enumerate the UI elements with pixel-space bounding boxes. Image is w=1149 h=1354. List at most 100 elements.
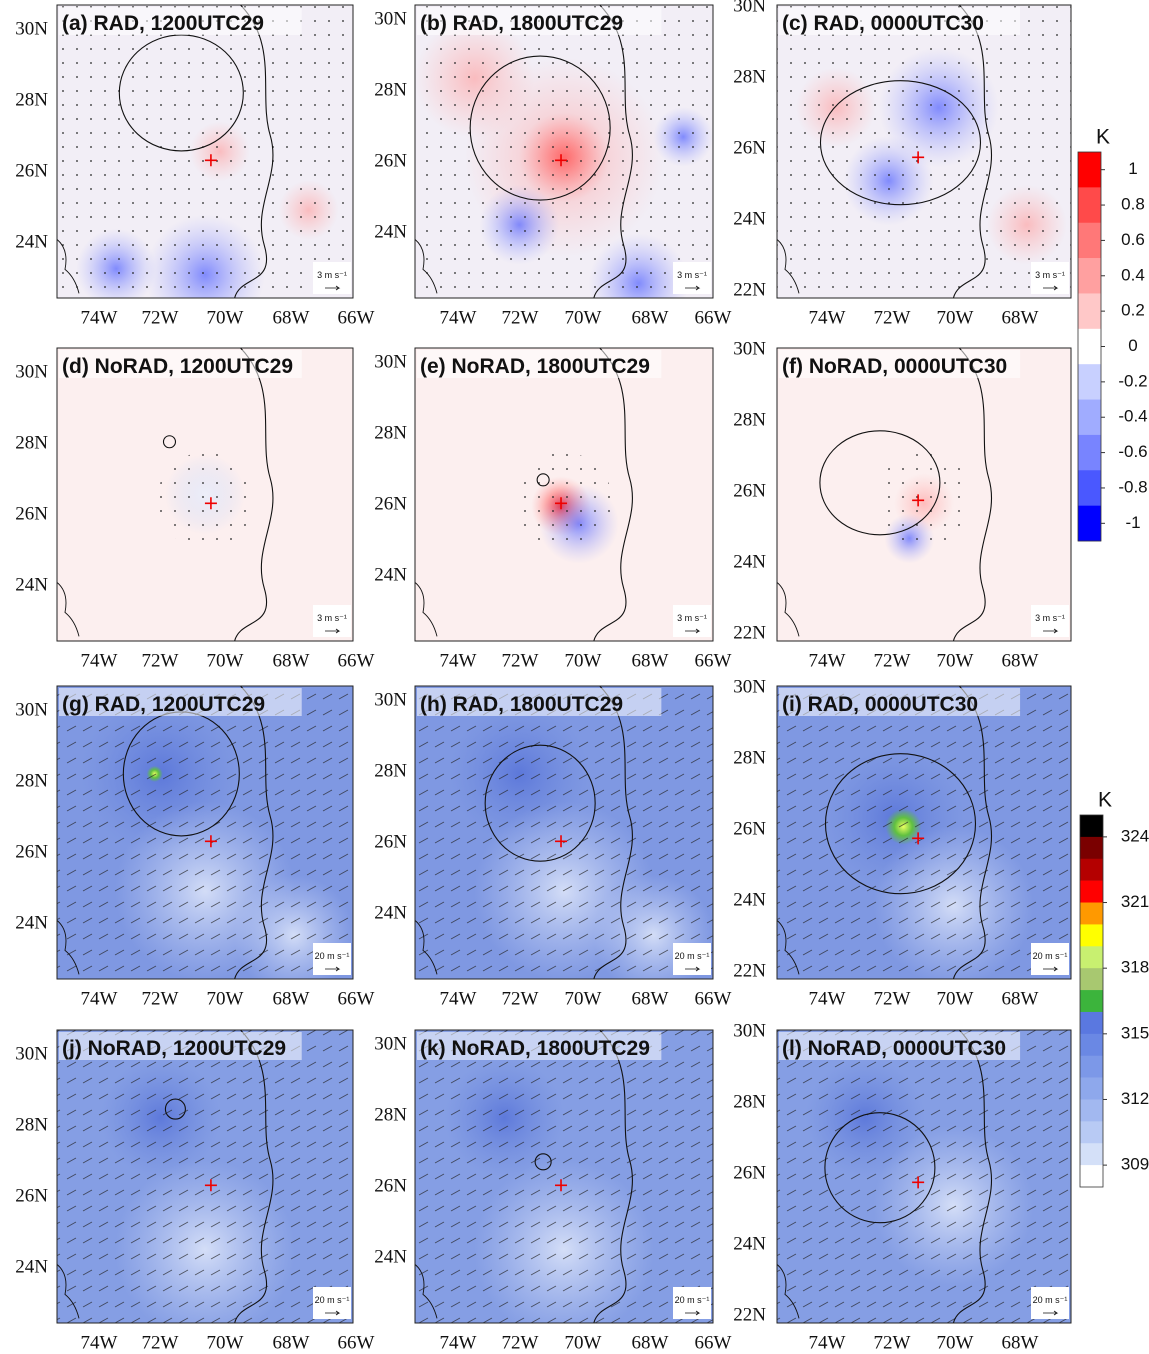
latitude-label: 30N (374, 351, 407, 372)
reference-label: 20 m s⁻¹ (1033, 1295, 1068, 1305)
colorbar-tick-label: 0.4 (1121, 265, 1145, 284)
colorbar-frame (1079, 814, 1104, 1188)
longitude-label: 66W (695, 307, 732, 328)
coastline (57, 582, 80, 637)
coastline (57, 1264, 80, 1319)
colorbar-segment (1078, 258, 1101, 294)
colorbar-tick-label: 1 (1128, 159, 1137, 178)
reference-label: 20 m s⁻¹ (675, 951, 710, 961)
longitude-label: 66W (338, 307, 375, 328)
map-content: 20 m s⁻¹ (h) RAD, 1800UTC29 (415, 686, 713, 979)
pressure-contour (819, 80, 982, 206)
coastline (952, 1030, 993, 1323)
storm-center (204, 1179, 217, 1192)
latitude-label: 24N (374, 564, 407, 585)
longitude-label: 72W (502, 650, 539, 671)
latitude-label: 26N (733, 1162, 766, 1183)
coastline (415, 582, 438, 637)
colorbar-segment (1080, 1055, 1103, 1078)
longitude-label: 68W (273, 307, 310, 328)
longitude-label: 66W (338, 988, 375, 1009)
latitude-label: 28N (15, 89, 48, 110)
longitude-label: 68W (1002, 307, 1039, 328)
reference-label: 20 m s⁻¹ (315, 1295, 350, 1305)
longitude-label: 72W (142, 988, 179, 1009)
map-content: 3 m s⁻¹ (c) RAD, 0000UTC30 (777, 5, 1071, 298)
latitude-label: 28N (733, 66, 766, 87)
latitude-label: 24N (733, 208, 766, 229)
storm-center (204, 835, 217, 848)
longitude-label: 72W (142, 307, 179, 328)
longitude-label: 70W (207, 650, 244, 671)
reference-label: 3 m s⁻¹ (677, 270, 707, 280)
storm-center (555, 154, 568, 167)
reference-box (313, 943, 351, 975)
latitude-label: 30N (733, 676, 766, 697)
longitude-label: 72W (874, 650, 911, 671)
longitude-label: 74W (440, 1332, 477, 1353)
panel-title: (i) RAD, 0000UTC30 (782, 693, 978, 716)
longitude-label: 68W (273, 650, 310, 671)
latitude-label: 26N (15, 503, 48, 524)
latitude-label: 24N (15, 912, 48, 933)
wind-vectors (777, 686, 1071, 979)
title-box (417, 1032, 662, 1060)
latitude-label: 26N (374, 1175, 407, 1196)
latitude-label: 26N (733, 137, 766, 158)
title-box (59, 350, 302, 378)
storm-center (912, 494, 925, 507)
longitude-label: 72W (142, 1332, 179, 1353)
storm-center (912, 1176, 925, 1189)
latitude-label: 24N (15, 1256, 48, 1277)
latitude-label: 28N (733, 747, 766, 768)
storm-center (555, 1179, 568, 1192)
map-panel: 3 m s⁻¹ (e) NoRAD, 1800UTC29 30N 28N 26N 24N 7… (374, 347, 732, 671)
colorbar-tick-label: 0 (1128, 336, 1137, 355)
longitude-label: 66W (695, 988, 732, 1009)
colorbar-segment (1080, 1121, 1103, 1144)
latitude-label: 30N (374, 689, 407, 710)
colorbar-tick-label: 309 (1121, 1155, 1149, 1174)
latitude-label: 28N (15, 770, 48, 791)
colorbar-segment (1078, 399, 1101, 436)
panel-title: (f) NoRAD, 0000UTC30 (782, 355, 1007, 378)
longitude-label: 74W (81, 650, 118, 671)
coastline (777, 1264, 800, 1319)
colorbar-tick-label: -0.2 (1118, 371, 1147, 390)
colorbar-tick-label: -0.6 (1118, 442, 1147, 461)
longitude-label: 68W (1002, 650, 1039, 671)
map-frame (56, 4, 354, 299)
colorbar-segment (1080, 1077, 1103, 1100)
wind-vectors (415, 5, 713, 298)
reference-arrow (325, 285, 341, 291)
wind-vectors (777, 1030, 1071, 1323)
colorbar-segment (1078, 222, 1101, 259)
reference-box (1031, 1287, 1069, 1319)
title-box (59, 1032, 302, 1060)
longitude-label: 70W (565, 988, 602, 1009)
map-panel: 20 m s⁻¹ (i) RAD, 0000UTC30 30N 28N 26N 24N 22… (733, 676, 1072, 1009)
reference-arrow (325, 1310, 341, 1316)
longitude-label: 68W (632, 1332, 669, 1353)
longitude-label: 72W (142, 650, 179, 671)
reference-box (1031, 262, 1069, 294)
reference-arrow (1043, 628, 1059, 634)
reference-arrow (325, 628, 341, 634)
reference-label: 3 m s⁻¹ (317, 270, 347, 280)
colorbar-unit: K (1098, 789, 1112, 812)
colorbar-segment (1078, 328, 1101, 365)
colorbar-tick-label: 324 (1121, 826, 1149, 845)
reference-box (673, 262, 711, 294)
longitude-label: 74W (440, 650, 477, 671)
longitude-label: 70W (565, 1332, 602, 1353)
colorbar-segment (1078, 293, 1101, 330)
latitude-label: 28N (733, 409, 766, 430)
coastline (234, 5, 274, 298)
map-content: 20 m s⁻¹ (i) RAD, 0000UTC30 (777, 686, 1071, 979)
latitude-label: 30N (15, 1043, 48, 1064)
panel-title: (k) NoRAD, 1800UTC29 (420, 1037, 650, 1060)
colorbar-segment (1080, 858, 1103, 881)
coastline (415, 1264, 438, 1319)
reference-box (673, 605, 711, 637)
